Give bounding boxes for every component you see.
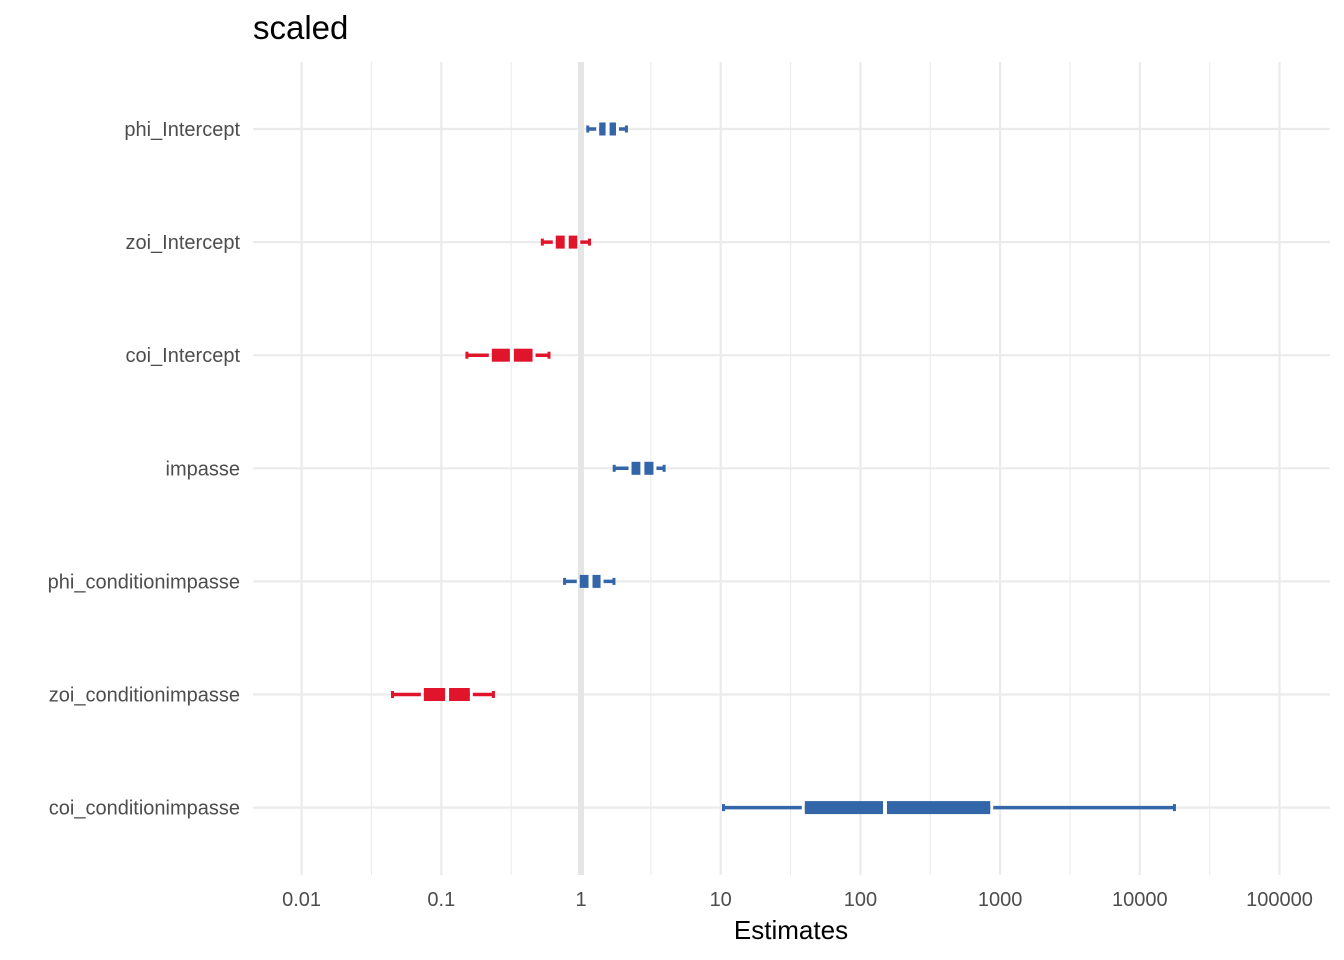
estimate-marker [564, 234, 569, 250]
y-tick-label: zoi_Intercept [125, 232, 240, 254]
x-axis-title: Estimates [734, 915, 848, 945]
y-axis-labels: phi_Intercept zoi_Intercept coi_Intercepti… [48, 119, 241, 820]
x-tick-label: 100000 [1246, 889, 1313, 911]
y-tick-label: phi_conditionimpasse [48, 571, 240, 593]
inner-interval-box [804, 801, 991, 815]
interval-phi_Intercept [586, 121, 628, 137]
y-tick-label: zoi_conditionimpasse [49, 685, 240, 707]
interval-coi_conditionimpasse [721, 800, 1176, 816]
interval-impasse [612, 460, 666, 476]
x-axis-tick-labels: 0.01 0.1 1 10 100 1000 10000 100000 [282, 889, 1313, 911]
estimate-marker [882, 800, 887, 816]
interval-phi_conditionimpasse [563, 573, 616, 589]
grid [253, 62, 1330, 875]
estimate-marker [605, 121, 610, 137]
estimate-marker [640, 460, 645, 476]
y-tick-label: phi_Intercept [124, 119, 240, 141]
x-tick-label: 0.01 [282, 889, 321, 911]
x-tick-label: 1000 [978, 889, 1023, 911]
estimate-marker [445, 687, 450, 702]
x-tick-label: 10000 [1112, 889, 1168, 911]
y-tick-label: coi_conditionimpasse [49, 798, 240, 820]
interval-zoi_conditionimpasse [390, 687, 495, 702]
y-tick-label: impasse [166, 458, 240, 480]
interval-coi_Intercept [465, 347, 551, 363]
estimate-intervals [390, 121, 1176, 816]
estimate-marker [509, 347, 514, 363]
y-tick-label: coi_Intercept [125, 345, 240, 367]
x-tick-label: 10 [710, 889, 732, 911]
x-tick-label: 0.1 [427, 889, 455, 911]
estimate-marker [588, 573, 593, 589]
x-tick-label: 1 [575, 889, 586, 911]
chart-title: scaled [253, 9, 348, 46]
x-tick-label: 100 [844, 889, 877, 911]
interval-zoi_Intercept [540, 234, 592, 250]
